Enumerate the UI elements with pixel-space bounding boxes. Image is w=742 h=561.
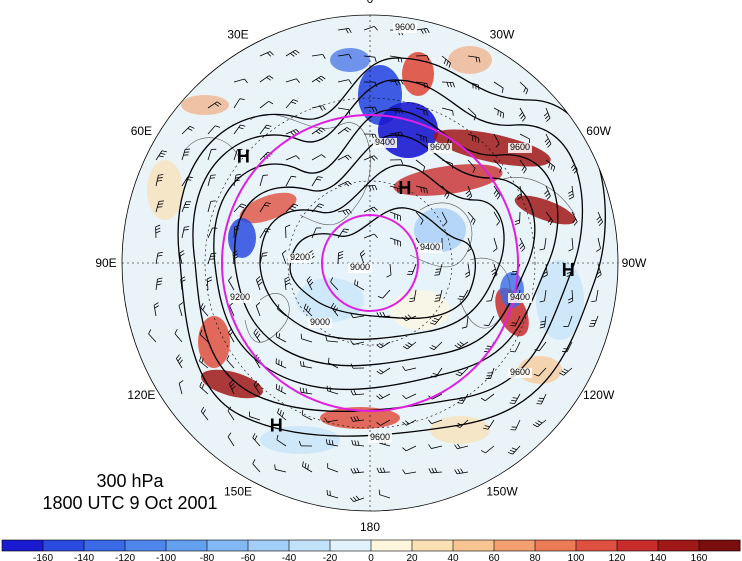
colorbar-tick-label: -120 <box>115 553 135 561</box>
longitude-label: 150E <box>224 485 252 499</box>
contour-label: 9000 <box>310 317 330 327</box>
colorbar-tick-label: -100 <box>156 553 176 561</box>
contour-label: 9400 <box>375 137 395 147</box>
longitude-label: 90E <box>95 256 116 270</box>
colorbar-tick-label: 60 <box>488 553 500 561</box>
colorbar-tick-label: -60 <box>241 553 256 561</box>
latitude-ring-inner <box>321 214 419 312</box>
longitude-label: 0 <box>367 0 374 6</box>
colorbar-tick-label: -140 <box>74 553 94 561</box>
colorbar-swatch <box>412 540 454 551</box>
pressure-level: 300 hPa <box>96 471 164 491</box>
contour-label: 9600 <box>395 22 415 32</box>
contour-label: 9200 <box>230 292 250 302</box>
longitude-label: 30E <box>227 27 248 41</box>
colorbar-swatch <box>494 540 536 551</box>
high-pressure-markers: H H H H <box>237 147 575 436</box>
colorbar-tick-label: -80 <box>200 553 215 561</box>
contour-labels: 9600 9600 9600 9400 9200 9000 9600 9400 9000 9600… <box>228 22 532 443</box>
colorbar-swatch <box>2 540 44 551</box>
colorbar-tick-label: 160 <box>691 553 708 561</box>
longitude-label: 120E <box>127 388 155 402</box>
colorbar-swatch <box>453 540 495 551</box>
colorbar: -160 -140 -120 -100 -80 -60 -40 -20 0 20 40 60 80 100… <box>1 539 741 561</box>
colorbar-swatch <box>43 540 85 551</box>
colorbar-swatch <box>166 540 208 551</box>
high-pressure-marker: H <box>237 147 250 167</box>
contour-label: 9600 <box>370 432 390 442</box>
colorbar-swatch <box>658 540 700 551</box>
colorbar-tick-label: 100 <box>568 553 585 561</box>
colorbar-tick-label: 0 <box>368 553 374 561</box>
contour-label: 9400 <box>510 292 530 302</box>
colorbar-swatch <box>330 540 372 551</box>
longitude-label: 180 <box>360 520 380 534</box>
longitude-label: 30W <box>490 27 515 41</box>
colorbar-tick-label: 80 <box>529 553 541 561</box>
valid-time: 1800 UTC 9 Oct 2001 <box>42 493 218 513</box>
high-pressure-marker: H <box>562 260 575 280</box>
longitude-label: 120W <box>583 388 615 402</box>
contour-label: 9600 <box>510 367 530 377</box>
longitude-label: 90W <box>622 256 647 270</box>
colorbar-swatch <box>535 540 577 551</box>
contour-label: 9600 <box>430 142 450 152</box>
graticule <box>122 15 618 511</box>
high-pressure-marker: H <box>270 415 283 435</box>
colorbar-swatch <box>248 540 290 551</box>
colorbar-swatch <box>84 540 126 551</box>
longitude-label: 60W <box>586 124 611 138</box>
longitude-label: 60E <box>131 124 152 138</box>
height-contours <box>177 57 606 437</box>
colorbar-swatch <box>371 540 413 551</box>
colorbar-tick-label: -20 <box>323 553 338 561</box>
contour-label: 9400 <box>420 242 440 252</box>
colorbar-tick-label: 140 <box>650 553 667 561</box>
longitude-label: 150W <box>486 485 518 499</box>
longitude-labels: 0 30W 60W 90W 120W 150W 180 150E 120E 90E 60E 30E <box>95 0 647 534</box>
colorbar-swatch <box>207 540 249 551</box>
latitude-ring-outer <box>221 114 519 412</box>
contour-label: 9200 <box>290 252 310 262</box>
high-pressure-marker: H <box>398 178 411 198</box>
colorbar-swatch <box>576 540 618 551</box>
contour-label: 9000 <box>350 262 370 272</box>
colorbar-swatch <box>617 540 659 551</box>
colorbar-tick-label: -40 <box>282 553 297 561</box>
map-title: 300 hPa 1800 UTC 9 Oct 2001 <box>10 470 250 514</box>
colorbar-swatch <box>125 540 167 551</box>
colorbar-tick-label: 20 <box>406 553 418 561</box>
contour-label: 9600 <box>510 142 530 152</box>
colorbar-tick-label: 120 <box>609 553 626 561</box>
wind-barbs <box>148 26 603 503</box>
colorbar-tick-label: 40 <box>447 553 459 561</box>
colorbar-swatch <box>699 540 741 551</box>
colorbar-tick-label: -160 <box>33 553 53 561</box>
colorbar-swatch <box>289 540 331 551</box>
